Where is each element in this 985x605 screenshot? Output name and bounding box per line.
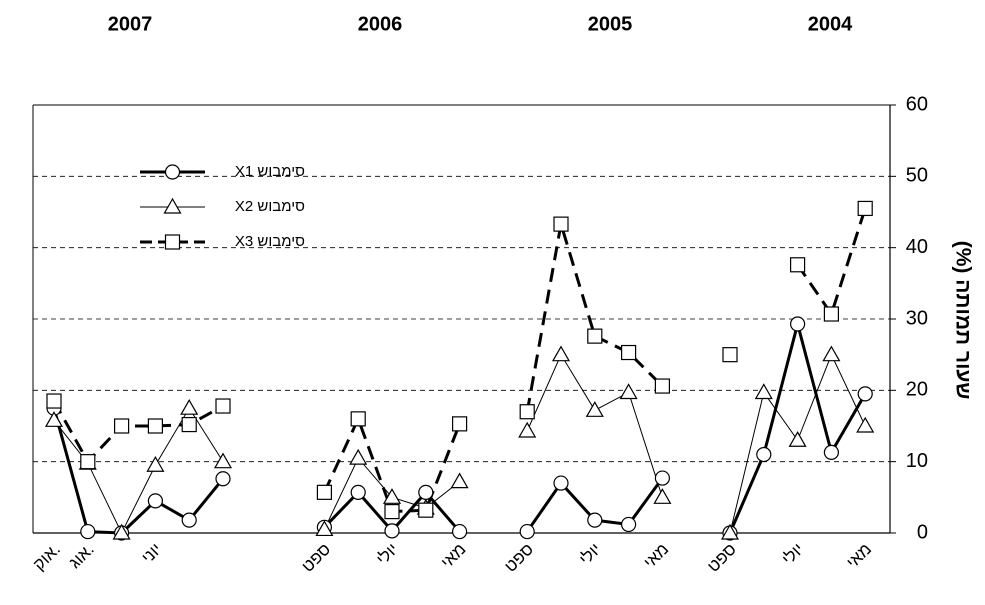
- data-point: [789, 257, 806, 273]
- data-point: [722, 347, 738, 363]
- data-point: [113, 418, 130, 434]
- series-line: [53, 353, 866, 535]
- data-point: [585, 401, 604, 417]
- x-tick-label: מאי: [437, 540, 469, 572]
- data-point: [450, 472, 469, 489]
- data-point: [857, 386, 873, 402]
- data-point: [418, 484, 434, 500]
- data-point: [788, 431, 807, 447]
- data-point: [823, 444, 840, 460]
- y-axis-title: שעור תמותה (%): [951, 241, 974, 400]
- data-point: [112, 523, 131, 540]
- data-point: [452, 416, 468, 432]
- data-point: [519, 404, 535, 420]
- data-point: [316, 484, 332, 500]
- data-point: [147, 418, 163, 434]
- year-label: 2007: [108, 13, 153, 35]
- year-label: 2006: [358, 13, 403, 35]
- data-point: [181, 416, 197, 433]
- data-point: [756, 446, 772, 463]
- data-point: [551, 345, 571, 362]
- x-tick-label: יולי: [576, 540, 605, 569]
- data-point: [856, 416, 875, 433]
- series-line: [52, 207, 867, 514]
- data-point: [823, 306, 840, 322]
- data-point: [350, 411, 366, 427]
- data-point: [654, 470, 671, 486]
- x-tick-label: יולי: [373, 540, 402, 569]
- data-point: [384, 523, 400, 539]
- x-tick-label: אוג.: [65, 540, 98, 573]
- x-tick-label: יולי: [778, 540, 807, 569]
- x-tick-label: ספט: [501, 540, 537, 576]
- x-tick-label: מאי: [843, 540, 875, 572]
- data-point: [384, 504, 400, 520]
- data-point: [654, 378, 671, 394]
- y-tick-label: 40: [906, 236, 928, 258]
- year-label: 2004: [808, 13, 853, 35]
- data-point: [146, 456, 165, 472]
- data-point: [619, 383, 638, 400]
- data-point: [46, 393, 62, 409]
- data-point: [720, 523, 740, 540]
- legend-marker: [163, 197, 182, 214]
- data-point: [553, 475, 569, 491]
- data-point: [857, 200, 873, 217]
- data-point: [382, 488, 402, 504]
- x-tick-label: ספט: [704, 540, 740, 576]
- x-tick-label: אוק.: [29, 540, 64, 575]
- x-tick-label: ספט: [298, 540, 334, 576]
- year-label: 2005: [588, 13, 633, 35]
- data-point: [587, 328, 603, 344]
- data-point: [215, 471, 231, 487]
- y-tick-label: 60: [906, 93, 928, 115]
- data-point: [519, 523, 535, 540]
- data-point: [418, 502, 434, 518]
- data-point: [452, 523, 468, 540]
- data-point: [754, 383, 773, 400]
- data-point: [789, 316, 806, 332]
- y-tick-label: 50: [906, 165, 928, 187]
- y-tick-label: 20: [906, 379, 928, 401]
- data-point: [553, 216, 569, 232]
- data-point: [587, 512, 603, 528]
- y-tick-label: 0: [917, 521, 928, 543]
- data-point: [213, 452, 233, 469]
- data-point: [80, 454, 96, 470]
- legend-label: סימבוש X2: [235, 198, 305, 215]
- data-point: [620, 344, 637, 361]
- data-point: [180, 398, 199, 415]
- legend-label: סימבוש X3: [235, 233, 305, 250]
- legend-marker: [164, 164, 181, 180]
- y-tick-label: 10: [906, 450, 928, 472]
- data-point: [350, 484, 366, 500]
- data-point: [620, 516, 637, 533]
- data-point: [215, 398, 231, 414]
- data-point: [147, 493, 163, 509]
- data-point: [44, 411, 64, 427]
- data-point: [80, 523, 96, 540]
- x-tick-label: מאי: [640, 540, 672, 572]
- legend-label: סימבוש X1: [235, 163, 305, 180]
- data-point: [822, 345, 841, 362]
- y-tick-label: 30: [906, 307, 928, 329]
- data-point: [349, 448, 368, 465]
- x-tick-label: יוני: [138, 540, 165, 567]
- data-point: [181, 512, 197, 528]
- data-point: [518, 421, 537, 438]
- data-point: [653, 488, 672, 504]
- data-point: [315, 520, 334, 537]
- legend-marker: [164, 234, 181, 250]
